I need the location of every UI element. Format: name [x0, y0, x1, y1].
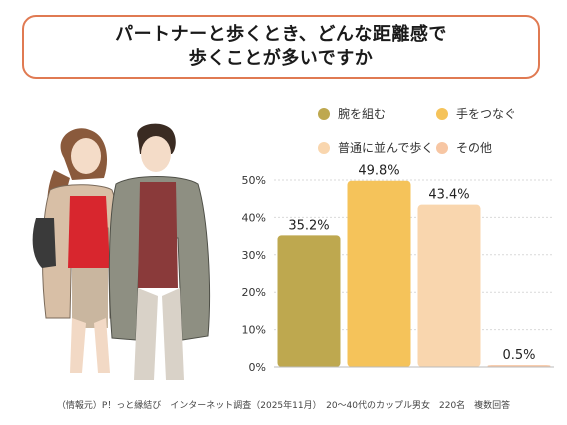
chart-title-line-2: 歩くことが多いですか	[188, 48, 374, 69]
legend-item-arm: 腕を組む	[318, 105, 386, 122]
bar-3	[417, 204, 481, 367]
legend-item-other: その他	[436, 139, 492, 156]
legend-label: 普通に並んで歩く	[338, 141, 434, 155]
y-tick-label: 30%	[242, 249, 266, 262]
data-label: 35.2%	[288, 218, 329, 233]
legend-label: 手をつなぐ	[456, 107, 517, 121]
y-tick-label: 10%	[242, 324, 266, 337]
bar-2	[347, 180, 411, 367]
legend-swatch	[318, 107, 330, 120]
data-label: 43.4%	[428, 188, 469, 203]
legend-item-hand: 手をつなぐ	[436, 105, 516, 122]
man-figure	[108, 123, 211, 380]
legend-label: その他	[456, 141, 493, 155]
data-label: 0.5%	[502, 348, 535, 363]
chart-legend: 腕を組む 手をつなぐ 普通に並んで歩く その他	[318, 105, 558, 165]
legend-item-side-by-side: 普通に並んで歩く	[318, 139, 433, 156]
source-footnote: （情報元）P！っと縁結び インターネット調査（2025年11月） 20〜40代の…	[56, 401, 511, 411]
legend-label: 腕を組む	[338, 107, 387, 121]
woman-figure	[32, 128, 125, 373]
chart-title-line-1: パートナーと歩くとき、どんな距離感で	[115, 24, 447, 45]
legend-swatch	[318, 141, 330, 154]
couple-walking-illustration	[32, 123, 211, 380]
legend-swatch	[436, 107, 448, 120]
bar-chart: 0% 10% 20% 30% 40% 50% 35.2% 49.8% 43.4% 0.5%	[242, 164, 554, 374]
y-tick-label: 20%	[242, 286, 266, 299]
title-box: パートナーと歩くとき、どんな距離感で 歩くことが多いですか	[22, 15, 540, 79]
y-tick-label: 40%	[242, 211, 266, 224]
data-label: 49.8%	[358, 164, 399, 179]
y-tick-label: 50%	[242, 174, 266, 187]
bar-1	[277, 235, 341, 367]
y-tick-label: 0%	[249, 361, 266, 374]
legend-swatch	[436, 141, 448, 154]
